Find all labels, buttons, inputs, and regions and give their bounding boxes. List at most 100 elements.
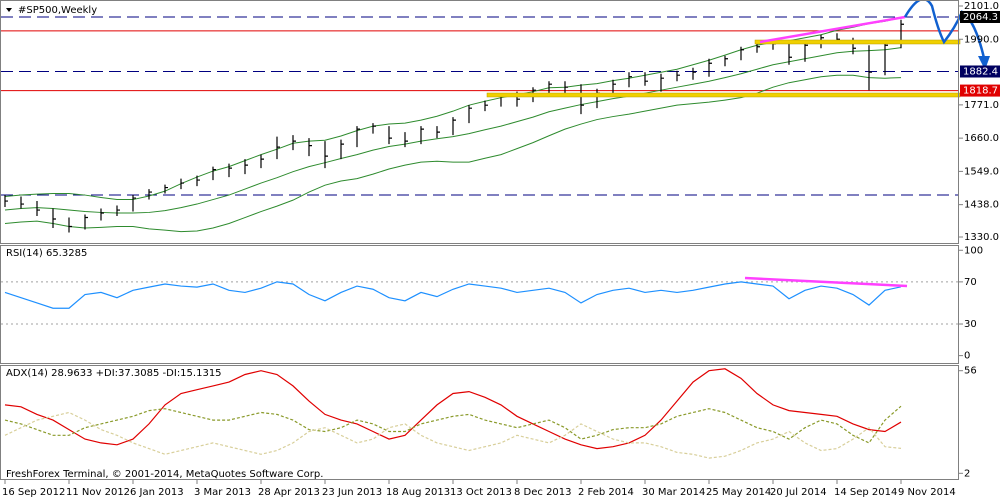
ohlc-bar [212, 166, 216, 181]
ohlc-bar [180, 178, 184, 190]
ohlc-bar [52, 208, 56, 229]
ohlc-bar [292, 135, 296, 151]
support-zone [486, 92, 961, 98]
x-tick-label: 11 Nov 2012 [66, 487, 130, 498]
indicator-line [4, 281, 902, 309]
ohlc-bar [228, 163, 232, 178]
y-tick-label: 1438.0 [964, 200, 999, 211]
y-tick-label: 1660.0 [964, 133, 999, 144]
support-zone [754, 39, 961, 45]
ohlc-bar [372, 123, 376, 134]
x-tick-label: 28 Apr 2013 [258, 487, 320, 498]
ohlc-bar [740, 46, 744, 61]
x-tick-label: 14 Sep 2014 [834, 487, 897, 498]
ohlc-bar [100, 208, 104, 221]
ohlc-bar [340, 139, 344, 160]
y-tick-label: 0 [964, 351, 970, 362]
ohlc-bar [868, 45, 872, 91]
y-tick-label: 2 [964, 468, 970, 479]
adx-frame [0, 365, 959, 480]
x-tick-label: 25 May 2014 [706, 487, 771, 498]
ohlc-bar [692, 67, 696, 80]
ohlc-bar [388, 126, 392, 145]
x-tick-label: 2 Feb 2014 [578, 487, 634, 498]
y-tick-label: 1549.0 [964, 166, 999, 177]
y-tick-label: 56 [964, 366, 977, 377]
y-tick-label: 1990.0 [964, 34, 999, 45]
x-tick-label: 9 Nov 2014 [898, 487, 956, 498]
ohlc-bar [164, 184, 168, 194]
ohlc-bar [132, 195, 136, 212]
ohlc-bar [484, 100, 488, 112]
ohlc-bar [660, 73, 664, 92]
trend-line [744, 276, 908, 288]
ohlc-bar [420, 126, 424, 145]
ohlc-bar [436, 126, 440, 139]
ohlc-bar [36, 201, 40, 217]
x-tick-label: 23 Jun 2013 [322, 487, 382, 498]
copyright: FreshForex Terminal, © 2001-2014, MetaQu… [6, 469, 323, 480]
ohlc-bar [724, 55, 728, 67]
ohlc-bar [628, 72, 632, 88]
x-tick-label: 3 Mar 2013 [194, 487, 251, 498]
ohlc-bar [116, 205, 120, 217]
trend-line [759, 15, 906, 44]
y-tick-label: 30 [964, 319, 977, 330]
rsi-frame [0, 245, 959, 364]
menu-icon [6, 8, 12, 12]
ohlc-bar [676, 70, 680, 82]
ohlc-bar [468, 105, 472, 124]
ohlc-bar [548, 81, 552, 94]
rsi-title: RSI(14) 65.3285 [6, 248, 87, 259]
ohlc-bar [452, 117, 456, 136]
x-tick-label: 18 Aug 2013 [386, 487, 450, 498]
x-tick-label: 30 Mar 2014 [642, 487, 705, 498]
level-label: 1818.7 [963, 86, 998, 97]
indicator-line [4, 368, 902, 450]
y-tick-label: 1330.0 [964, 232, 999, 243]
indicator-line [4, 405, 902, 444]
ohlc-bar [708, 58, 712, 77]
ohlc-bar [404, 132, 408, 148]
ohlc-bar [20, 196, 24, 209]
ohlc-bar [788, 42, 792, 65]
level-label: 2064.3 [963, 12, 998, 23]
ohlc-bar [308, 138, 312, 157]
chart-title: #SP500,Weekly [18, 5, 97, 16]
ohlc-bar [84, 214, 88, 230]
y-tick-label: 70 [964, 277, 977, 288]
ohlc-bar [4, 195, 8, 208]
ohlc-bar [260, 154, 264, 169]
ohlc-bar [356, 126, 360, 148]
x-tick-label: 6 Jan 2013 [130, 487, 184, 498]
y-tick-label: 1771.0 [964, 100, 999, 111]
level-label: 1882.4 [963, 66, 998, 77]
x-tick-label: 8 Dec 2013 [514, 487, 572, 498]
y-tick-label: 2101.0 [964, 1, 999, 12]
ohlc-bar [884, 40, 888, 76]
arrow-head [978, 56, 990, 70]
x-tick-label: 13 Oct 2013 [450, 487, 512, 498]
ohlc-bar [196, 175, 200, 187]
x-tick-label: 16 Sep 2012 [2, 487, 65, 498]
x-tick-label: 20 Jul 2014 [770, 487, 827, 498]
ohlc-bar [68, 217, 72, 233]
band-upper [4, 17, 902, 201]
ohlc-bar [644, 72, 648, 86]
ohlc-bar [324, 141, 328, 169]
level-label-box [960, 84, 1000, 97]
ohlc-bar [804, 42, 808, 62]
ohlc-bar [564, 81, 568, 94]
adx-title: ADX(14) 28.9633 +DI:37.3085 -DI:15.1315 [6, 368, 222, 379]
ohlc-bar [244, 159, 248, 175]
indicator-line [4, 411, 902, 459]
y-tick-label: 100 [964, 245, 983, 256]
ohlc-bar [148, 189, 152, 200]
level-label-box [960, 10, 1000, 23]
ohlc-bar [276, 136, 280, 160]
ohlc-bar [580, 84, 584, 115]
band-middle [4, 47, 902, 214]
main-frame [0, 0, 959, 244]
